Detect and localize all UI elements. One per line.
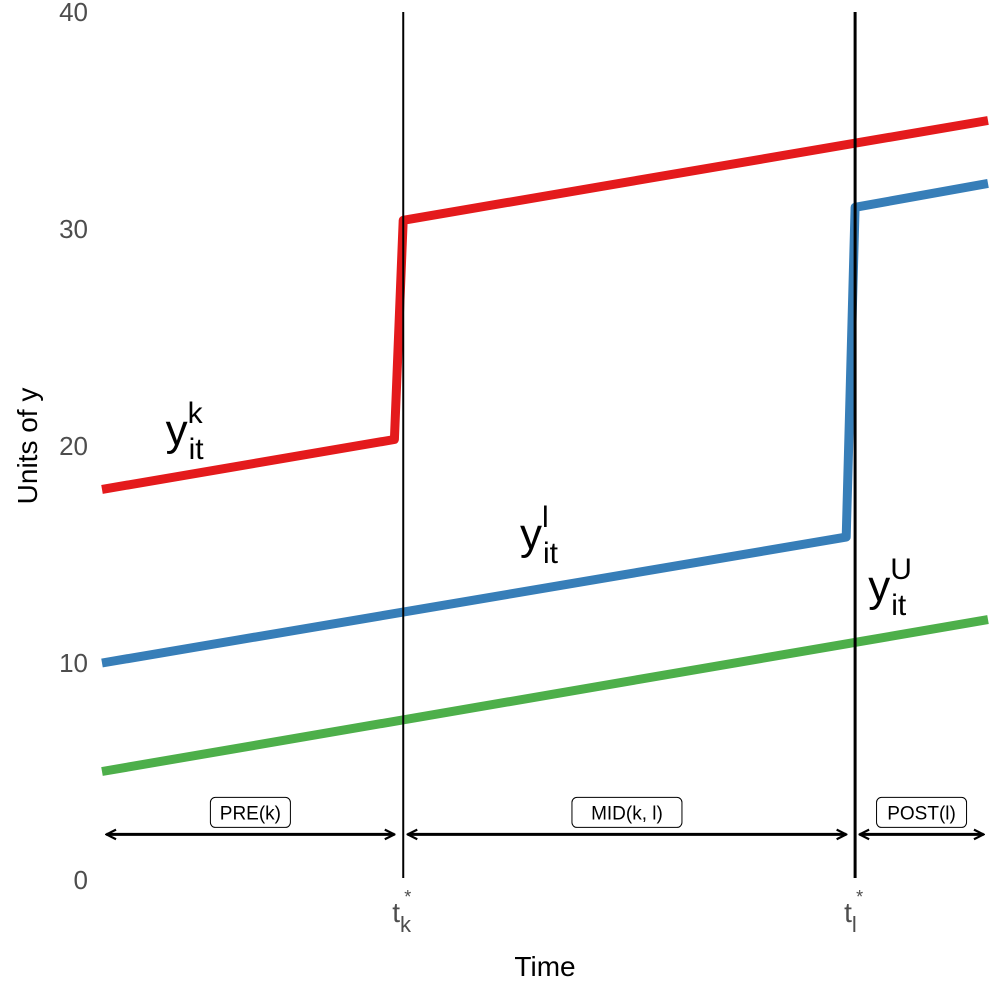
series-line-1 [101,178,989,668]
period-label-box-0 [209,796,291,828]
period-label-1: MID(k, l) [591,803,663,824]
period-label-0: PRE(k) [220,803,281,824]
period-label-box-2 [876,796,968,828]
y-tick-label: 30 [59,214,88,244]
x-tick-label-1: tl [844,897,857,937]
period-label-box-1 [571,796,683,828]
series-label-1: yl it [520,501,559,570]
y-axis-label: Units of y [12,388,43,505]
series-line-0 [101,116,989,494]
x-axis-label: Time [514,951,575,982]
x-tick-label-0: tk [392,897,412,937]
y-tick-label: 40 [59,0,88,27]
y-tick-label: 10 [59,648,88,678]
y-tick-label: 20 [59,431,88,461]
y-tick-label: 0 [74,865,88,895]
x-tick-star-0: * [404,887,411,907]
period-label-2: POST(l) [887,803,956,824]
series-label-0: yk it [166,397,205,466]
series-line-2 [101,615,989,776]
series-label-2: yU it [868,553,912,622]
x-tick-star-1: * [856,887,863,907]
